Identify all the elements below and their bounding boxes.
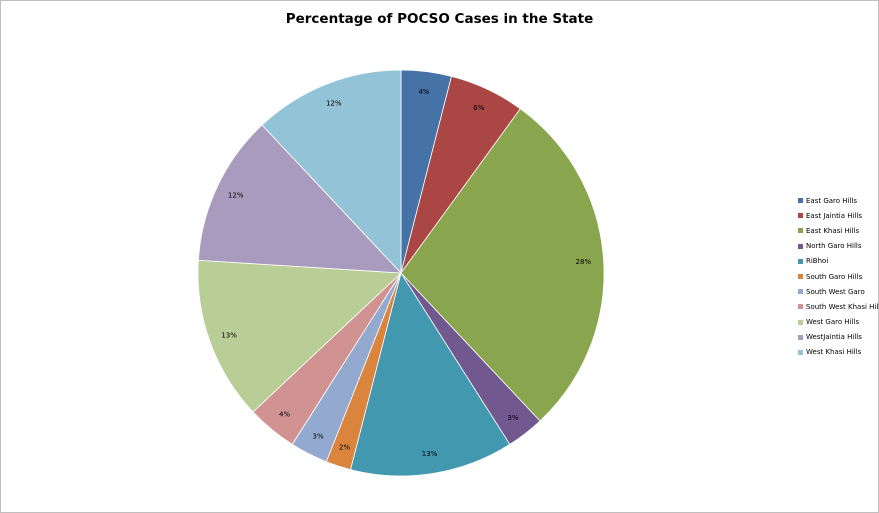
legend-label: West Khasi Hills	[806, 348, 862, 357]
legend-swatch	[798, 243, 803, 249]
legend-item: South Garo Hills	[798, 269, 879, 284]
chart-title: Percentage of POCSO Cases in the State	[285, 11, 594, 27]
pie-slice-9	[197, 124, 402, 274]
pie-slice-2	[400, 108, 605, 422]
legend-swatch	[798, 274, 803, 280]
slice-data-label: 2%	[339, 443, 350, 451]
legend-label: East Garo Hills	[806, 196, 858, 205]
legend-item: South West Garo	[798, 284, 879, 299]
slice-data-label: 6%	[473, 104, 484, 112]
slice-data-label: 13%	[221, 331, 237, 339]
slice-data-label: 12%	[228, 192, 244, 200]
legend-label: South West Garo	[806, 287, 865, 296]
legend-item: WestJaintia Hills	[798, 330, 879, 345]
legend-swatch	[798, 319, 803, 325]
legend-label: WestJaintia Hills	[806, 333, 862, 342]
pie-slice-8	[197, 259, 402, 413]
legend-swatch	[798, 349, 803, 355]
legend-item: East Jaintia Hills	[798, 208, 879, 223]
legend-label: East Jaintia Hills	[806, 211, 863, 220]
legend-swatch	[798, 198, 803, 204]
slice-data-label: 13%	[422, 450, 438, 458]
legend-label: North Garo Hills	[806, 242, 862, 251]
slice-data-label: 4%	[418, 88, 429, 96]
legend-item: South West Khasi Hills	[798, 299, 879, 314]
legend-swatch	[798, 289, 803, 295]
pie-slice-4	[350, 272, 511, 477]
legend: East Garo Hills East Jaintia Hills East Kh…	[798, 193, 879, 360]
legend-label: East Khasi Hills	[806, 226, 860, 235]
legend-item: North Garo Hills	[798, 239, 879, 254]
legend-label: RiBhoi	[806, 257, 829, 266]
legend-swatch	[798, 334, 803, 340]
slice-data-label: 12%	[326, 100, 342, 108]
slice-data-label: 28%	[576, 258, 592, 266]
legend-label: South West Khasi Hills	[806, 302, 879, 311]
legend-item: West Khasi Hills	[798, 345, 879, 360]
legend-item: RiBhoi	[798, 254, 879, 269]
legend-item: East Khasi Hills	[798, 223, 879, 238]
legend-label: South Garo Hills	[806, 272, 863, 281]
slice-data-label: 4%	[279, 410, 290, 418]
legend-swatch	[798, 304, 803, 310]
pie-slice-10	[261, 69, 402, 275]
legend-item: West Garo Hills	[798, 315, 879, 330]
legend-item: East Garo Hills	[798, 193, 879, 208]
legend-swatch	[798, 258, 803, 264]
legend-swatch	[798, 213, 803, 219]
legend-label: West Garo Hills	[806, 318, 860, 327]
slice-data-label: 3%	[313, 432, 324, 440]
legend-swatch	[798, 228, 803, 234]
slice-data-label: 3%	[507, 414, 518, 422]
